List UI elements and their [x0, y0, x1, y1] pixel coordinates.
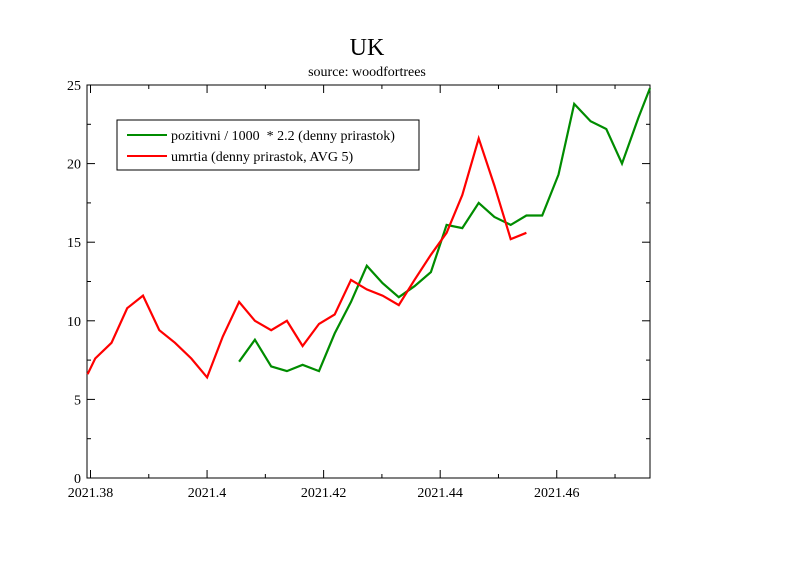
chart-title: UK: [350, 35, 385, 61]
x-tick-label: 2021.4: [188, 486, 227, 501]
legend-label-pozitivni: pozitivni / 1000 * 2.2 (denny prirastok): [171, 129, 395, 144]
series-line-pozitivni: [238, 87, 652, 373]
legend-box: [116, 119, 420, 171]
x-tick-label: 2021.42: [301, 486, 347, 501]
series-line-umrtia: [86, 134, 527, 380]
y-tick-label: 5: [74, 393, 81, 408]
chart-subtitle: source: woodfortrees: [308, 65, 426, 80]
series-layer: [86, 87, 652, 380]
x-tick-label: 2021.46: [534, 486, 580, 501]
x-tick-label: 2021.38: [68, 486, 114, 501]
legend-label-umrtia: umrtia (denny prirastok, AVG 5): [171, 150, 353, 165]
y-axis: 0 5 10 15 20 25: [67, 79, 650, 487]
y-tick-label: 20: [67, 158, 81, 173]
y-tick-label: 25: [67, 79, 81, 94]
y-tick-label: 10: [67, 315, 81, 330]
y-tick-label: 0: [74, 472, 81, 487]
legend: pozitivni / 1000 * 2.2 (denny prirastok)…: [116, 119, 420, 171]
x-axis: 2021.38 2021.4 2021.42 2021.44 2021.46: [68, 85, 616, 501]
x-tick-label: 2021.44: [417, 486, 463, 501]
y-tick-label: 15: [67, 236, 81, 251]
